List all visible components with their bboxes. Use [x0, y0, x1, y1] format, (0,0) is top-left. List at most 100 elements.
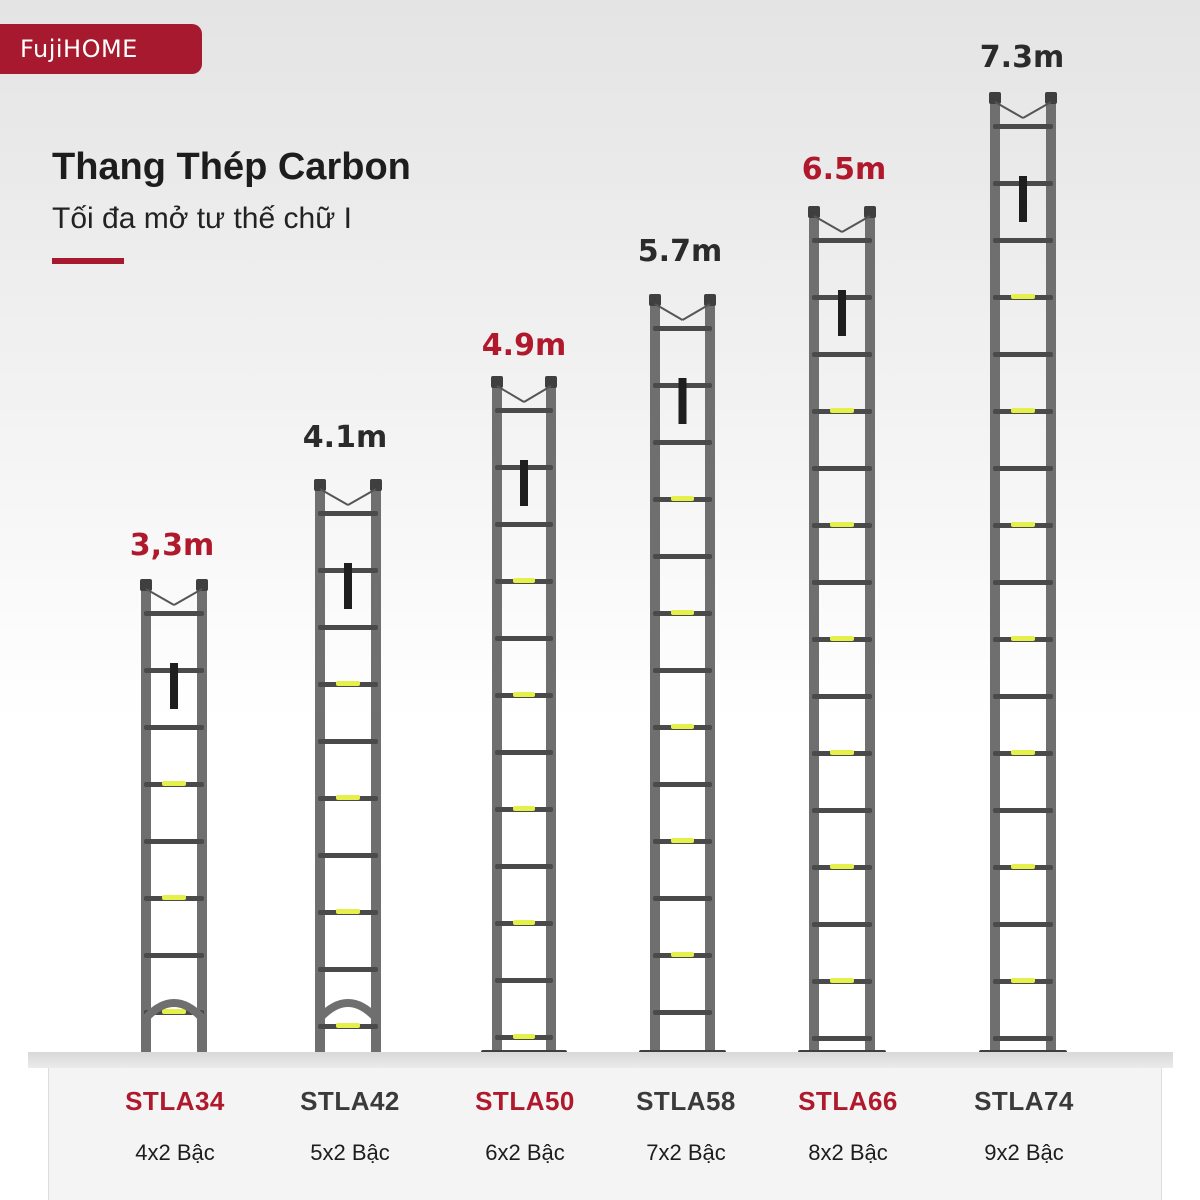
ladder-rung-stla42 — [318, 511, 378, 516]
ladder-rung-highlight-stla34 — [162, 895, 186, 900]
ladder-cap-stla74 — [989, 92, 1001, 104]
ladder-cap-stla58 — [704, 294, 716, 306]
ladder-rung-highlight-stla50 — [513, 1034, 535, 1039]
height-label-stla34: 3,3m — [129, 528, 215, 563]
height-label-stla50: 4.9m — [481, 328, 567, 363]
ladder-strap-stla42 — [344, 563, 352, 609]
ladder-rung-stla58 — [653, 554, 712, 559]
ladder-rung-highlight-stla74 — [1011, 978, 1035, 983]
ladder-rung-stla58 — [653, 326, 712, 331]
ladder-rung-highlight-stla58 — [671, 610, 694, 615]
ladder-rung-stla66 — [812, 1036, 872, 1041]
ladder-strap-stla66 — [838, 290, 846, 336]
ladder-rung-stla42 — [318, 625, 378, 630]
model-name-stla42: STLA42 — [300, 1086, 400, 1116]
ladder-rung-stla34 — [144, 611, 204, 616]
ladder-rung-highlight-stla34 — [162, 1009, 186, 1014]
ladder-rung-stla42 — [318, 853, 378, 858]
ladder-brace-stla34 — [173, 588, 203, 606]
ladder-rail-left-stla34 — [141, 583, 151, 1058]
ladder-rung-stla66 — [812, 808, 872, 813]
ladder-rung-stla50 — [495, 978, 553, 983]
ladder-rail-right-stla50 — [546, 380, 556, 1058]
ladder-rung-highlight-stla50 — [513, 692, 535, 697]
ladder-brace-stla74 — [1022, 101, 1052, 119]
ladder-rung-stla74 — [993, 466, 1053, 471]
floor-shadow — [28, 1052, 1173, 1068]
ladder-rung-stla74 — [993, 1036, 1053, 1041]
steps-stla50: 6x2 Bậc — [485, 1140, 565, 1165]
ladder-rung-highlight-stla42 — [336, 1023, 360, 1028]
ladder-cap-stla66 — [808, 206, 820, 218]
ladder-rung-stla66 — [812, 922, 872, 927]
model-name-stla34: STLA34 — [125, 1086, 225, 1116]
ladder-rung-highlight-stla58 — [671, 838, 694, 843]
ladder-brace-stla66 — [841, 215, 871, 233]
ladder-rung-highlight-stla66 — [830, 636, 854, 641]
page-title: Thang Thép Carbon — [52, 146, 411, 188]
ladder-rung-stla74 — [993, 694, 1053, 699]
model-name-stla50: STLA50 — [475, 1086, 575, 1116]
ladder-rung-highlight-stla74 — [1011, 294, 1035, 299]
title-underline — [52, 258, 124, 264]
steps-stla42: 5x2 Bậc — [310, 1140, 390, 1165]
ladder-rung-highlight-stla42 — [336, 681, 360, 686]
ladder-rung-highlight-stla74 — [1011, 864, 1035, 869]
model-name-stla74: STLA74 — [974, 1086, 1074, 1116]
ladder-rung-stla74 — [993, 124, 1053, 129]
ladder-rung-highlight-stla66 — [830, 408, 854, 413]
ladder-rung-stla50 — [495, 408, 553, 413]
ladder-rung-highlight-stla58 — [671, 496, 694, 501]
ladder-cap-stla50 — [545, 376, 557, 388]
ladder-rung-highlight-stla42 — [336, 909, 360, 914]
ladder-brace-stla74 — [994, 101, 1024, 119]
ladder-rung-stla74 — [993, 808, 1053, 813]
ladder-foot-arch-stla42 — [317, 999, 379, 1021]
ladder-rung-stla74 — [993, 238, 1053, 243]
ladder-rung-highlight-stla34 — [162, 781, 186, 786]
ladder-rail-right-stla58 — [705, 298, 715, 1058]
ladder-rung-stla74 — [993, 352, 1053, 357]
ladder-brace-stla42 — [347, 488, 377, 506]
height-label-stla58: 5.7m — [637, 234, 723, 269]
ladder-rung-highlight-stla66 — [830, 978, 854, 983]
ladder-rung-stla58 — [653, 1010, 712, 1015]
ladder-rung-stla50 — [495, 864, 553, 869]
ladder-rail-right-stla34 — [197, 583, 207, 1058]
ladder-rung-stla66 — [812, 580, 872, 585]
brand-logo: FujiHOME — [0, 24, 202, 74]
ladder-rung-stla66 — [812, 466, 872, 471]
ladder-rail-left-stla50 — [492, 380, 502, 1058]
ladder-rung-stla74 — [993, 580, 1053, 585]
ladder-rung-highlight-stla74 — [1011, 522, 1035, 527]
ladder-brace-stla34 — [145, 588, 175, 606]
ladder-rung-stla34 — [144, 953, 204, 958]
ladder-rung-highlight-stla74 — [1011, 408, 1035, 413]
ladder-rung-stla50 — [495, 636, 553, 641]
ladder-rung-highlight-stla58 — [671, 952, 694, 957]
ladder-rung-highlight-stla66 — [830, 864, 854, 869]
ladder-foot-arch-stla34 — [143, 999, 205, 1021]
ladder-rail-right-stla74 — [1046, 96, 1056, 1058]
ladder-rail-left-stla66 — [809, 210, 819, 1058]
ladder-brace-stla58 — [681, 303, 711, 321]
ladder-rung-highlight-stla50 — [513, 806, 535, 811]
ladder-rail-left-stla74 — [990, 96, 1000, 1058]
ladder-rung-stla34 — [144, 839, 204, 844]
ladder-rung-stla66 — [812, 352, 872, 357]
ladder-rung-highlight-stla50 — [513, 920, 535, 925]
ladder-rung-stla58 — [653, 668, 712, 673]
ladder-strap-stla74 — [1019, 176, 1027, 222]
page-subtitle: Tối đa mở tư thế chữ I — [52, 202, 352, 235]
ladder-strap-stla50 — [520, 460, 528, 506]
steps-stla58: 7x2 Bậc — [646, 1140, 726, 1165]
ladder-cap-stla50 — [491, 376, 503, 388]
ladder-rung-highlight-stla74 — [1011, 750, 1035, 755]
ladder-rung-highlight-stla58 — [671, 724, 694, 729]
ladder-cap-stla66 — [864, 206, 876, 218]
ladder-cap-stla34 — [196, 579, 208, 591]
height-label-stla66: 6.5m — [801, 152, 887, 187]
ladder-cap-stla42 — [314, 479, 326, 491]
ladder-rung-stla58 — [653, 440, 712, 445]
